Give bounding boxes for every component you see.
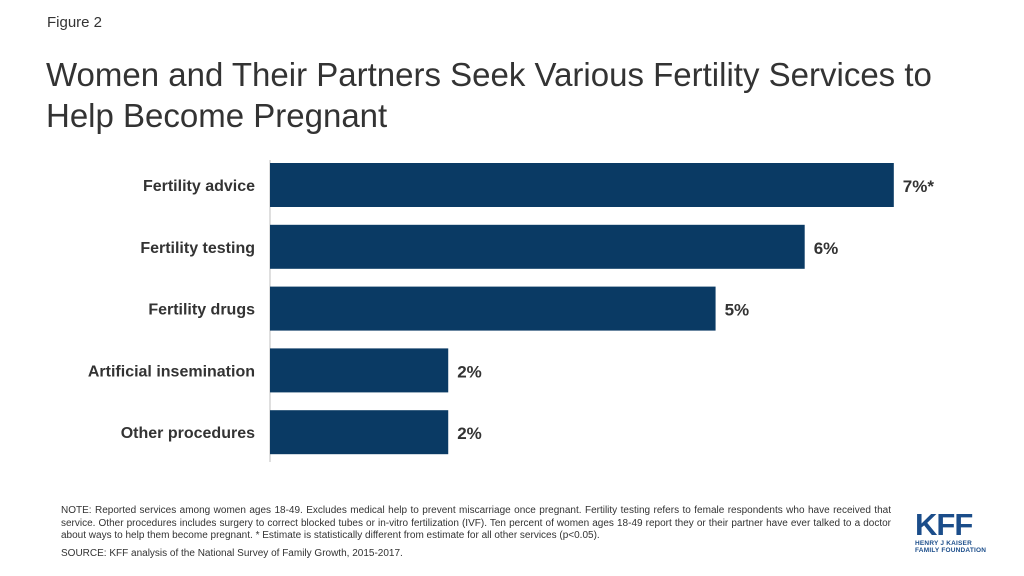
logo-line-1: HENRY J KAISER (915, 540, 972, 547)
bar (270, 224, 805, 269)
logo-wordmark: KFF (915, 507, 973, 542)
value-label: 2% (457, 362, 482, 381)
bar (270, 348, 449, 393)
category-label: Fertility drugs (148, 302, 255, 319)
logo-line-2: FAMILY FOUNDATION (915, 547, 987, 554)
category-label: Fertility testing (140, 240, 255, 257)
category-label: Other procedures (121, 425, 255, 442)
bar-chart: Fertility advice 7%* Fertility testing 6% Fe… (88, 160, 935, 462)
kff-logo: KFF HENRY J KAISER FAMILY FOUNDATION (915, 507, 987, 554)
chart-source: SOURCE: KFF analysis of the National Sur… (61, 548, 403, 559)
bar (270, 410, 449, 455)
category-label: Artificial insemination (88, 363, 255, 380)
chart-title: Women and Their Partners Seek Various Fe… (46, 56, 932, 134)
value-label: 5% (725, 301, 750, 320)
chart-note: NOTE: Reported services among women ages… (61, 505, 891, 541)
bar (270, 163, 894, 207)
value-label: 2% (457, 424, 482, 443)
bar (270, 286, 716, 331)
category-label: Fertility advice (143, 178, 255, 195)
figure-label: Figure 2 (47, 14, 103, 31)
value-label: 6% (814, 239, 839, 258)
value-label: 7%* (903, 177, 935, 196)
